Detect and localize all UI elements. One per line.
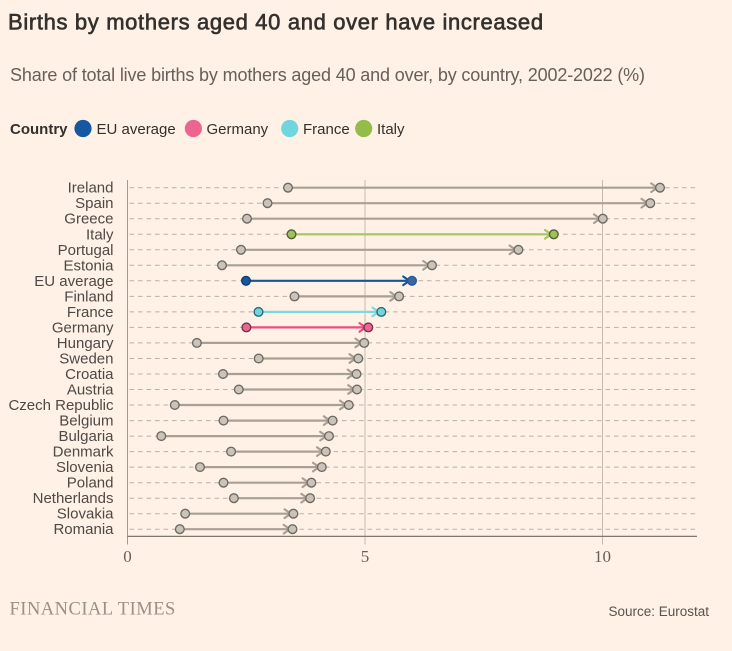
svg-text:Romania: Romania xyxy=(53,521,114,538)
svg-text:France: France xyxy=(67,304,114,321)
svg-text:5: 5 xyxy=(361,547,370,566)
svg-text:Netherlands: Netherlands xyxy=(33,490,114,507)
svg-text:Denmark: Denmark xyxy=(53,444,114,461)
svg-text:0: 0 xyxy=(123,547,132,566)
svg-text:Hungary: Hungary xyxy=(57,335,114,352)
svg-text:Births by mothers aged 40 and: Births by mothers aged 40 and over have … xyxy=(8,10,544,35)
svg-text:Slovenia: Slovenia xyxy=(56,459,114,476)
svg-text:EU average: EU average xyxy=(97,121,176,138)
svg-text:Slovakia: Slovakia xyxy=(57,506,114,523)
svg-text:Belgium: Belgium xyxy=(59,413,113,430)
svg-text:Estonia: Estonia xyxy=(63,257,114,274)
svg-text:Italy: Italy xyxy=(377,121,405,138)
svg-text:FINANCIAL TIMES: FINANCIAL TIMES xyxy=(10,600,176,620)
svg-text:Bulgaria: Bulgaria xyxy=(58,428,114,445)
svg-text:10: 10 xyxy=(594,547,611,566)
svg-text:Italy: Italy xyxy=(86,226,114,243)
svg-text:Greece: Greece xyxy=(64,211,113,228)
svg-text:Country: Country xyxy=(10,121,68,138)
svg-text:Finland: Finland xyxy=(64,288,113,305)
svg-text:Spain: Spain xyxy=(75,195,113,212)
svg-text:France: France xyxy=(303,121,350,138)
svg-text:Ireland: Ireland xyxy=(68,180,114,197)
svg-text:Germany: Germany xyxy=(207,121,269,138)
svg-text:Sweden: Sweden xyxy=(59,351,113,368)
svg-text:Czech Republic: Czech Republic xyxy=(8,397,114,414)
svg-text:Poland: Poland xyxy=(67,475,114,492)
svg-text:Source: Eurostat: Source: Eurostat xyxy=(608,604,709,619)
svg-text:EU average: EU average xyxy=(34,273,113,290)
svg-text:Share of total live births by: Share of total live births by mothers ag… xyxy=(10,65,645,85)
svg-text:Austria: Austria xyxy=(67,382,114,399)
svg-text:Portugal: Portugal xyxy=(58,242,114,259)
svg-text:Germany: Germany xyxy=(52,319,114,336)
svg-text:Croatia: Croatia xyxy=(65,366,114,383)
